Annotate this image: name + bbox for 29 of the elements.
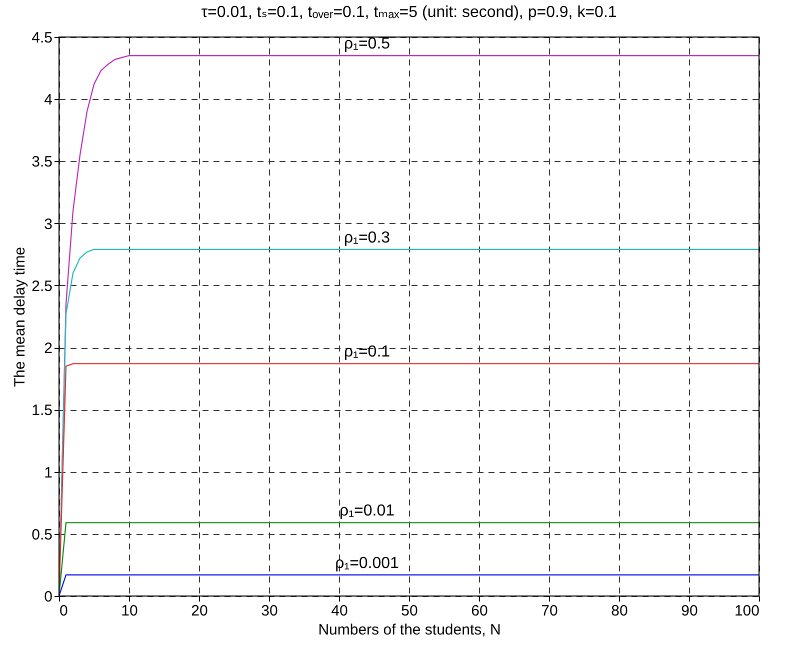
y-tick-label: 2.5 <box>32 278 52 295</box>
x-tick-label: 10 <box>121 602 138 620</box>
x-tick-label: 50 <box>401 602 418 620</box>
y-tick-label: 1.5 <box>32 402 52 420</box>
y-tick-label: 3.5 <box>32 154 52 171</box>
series-label: ρ₁=0.01 <box>340 502 395 520</box>
x-tick-label: 90 <box>681 602 698 620</box>
x-tick-label: 60 <box>471 602 488 620</box>
y-tick-label: 2 <box>44 340 52 358</box>
chart-title: τ=0.01, tₛ=0.1, tₒᵥₑᵣ=0.1, tₘₐₓ=5 (unit: second), p=0.9, k=0.1 <box>201 4 617 21</box>
y-tick-label: 0 <box>44 588 52 606</box>
series-label: ρ₁=0.5 <box>344 36 390 53</box>
x-tick-label: 80 <box>611 602 628 620</box>
x-tick-label: 30 <box>261 602 278 620</box>
series-label: ρ₁=0.1 <box>344 344 390 361</box>
y-tick-label: 3 <box>44 216 52 233</box>
x-tick-label: 0 <box>60 602 68 620</box>
y-tick-label: 1 <box>44 464 52 482</box>
y-tick-label: 4.5 <box>32 30 52 46</box>
series-label: ρ₁=0.001 <box>335 554 400 572</box>
y-tick-label: 0.5 <box>32 526 52 544</box>
x-tick-label: 70 <box>541 602 558 620</box>
x-tick-label: 100 <box>734 602 760 620</box>
y-axis-title: The mean delay time <box>12 246 29 388</box>
y-tick-label: 4 <box>44 92 52 109</box>
x-axis-title: Numbers of the students, N <box>318 622 501 638</box>
x-tick-label: 40 <box>331 602 348 620</box>
series-label: ρ₁=0.3 <box>344 229 390 246</box>
x-tick-label: 20 <box>191 602 208 620</box>
